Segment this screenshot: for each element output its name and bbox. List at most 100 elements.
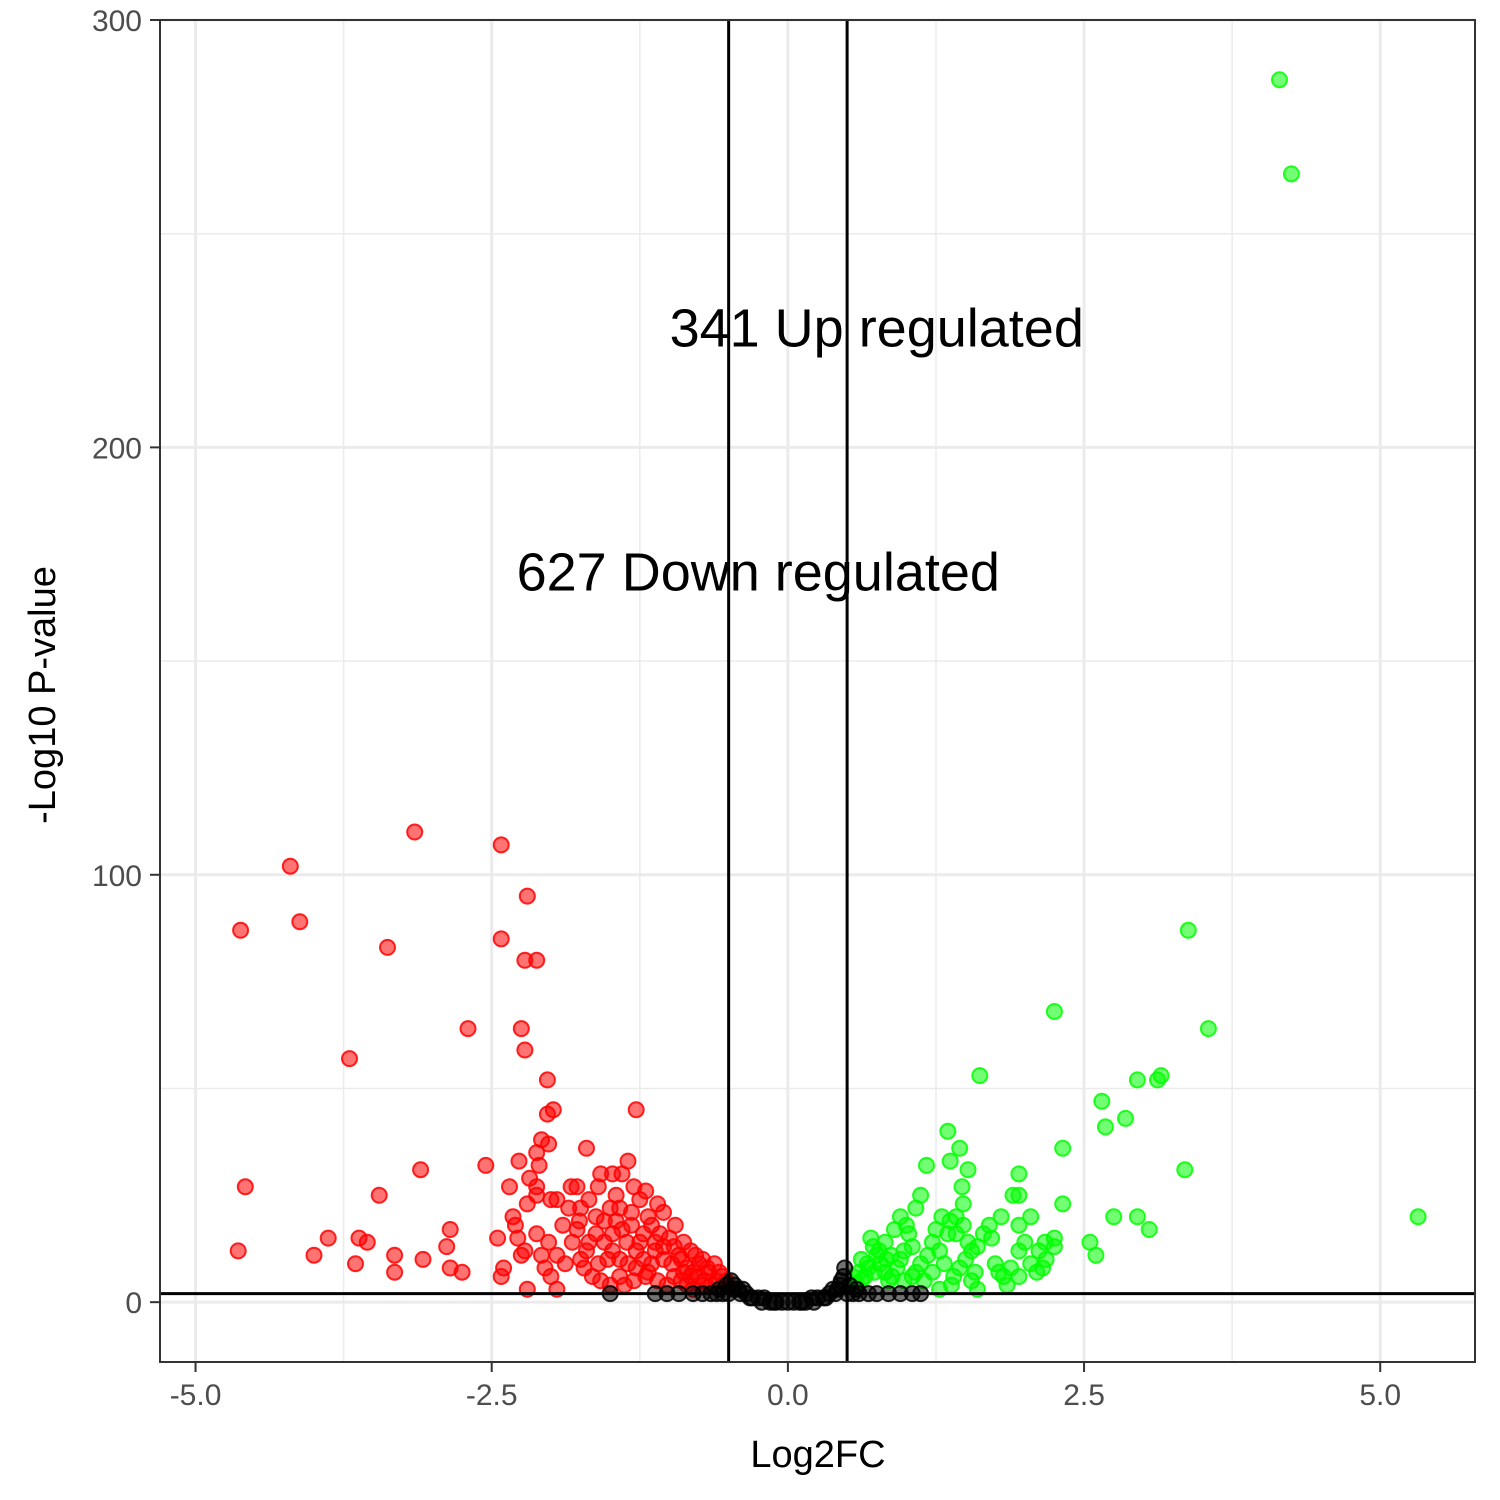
data-point-up: [1149, 1071, 1166, 1089]
threshold-lines: [160, 20, 1475, 1362]
x-tick-label: 5.0: [1359, 1379, 1401, 1412]
data-point-down: [386, 1246, 404, 1264]
data-point-down: [347, 1255, 364, 1273]
data-point-down: [528, 951, 546, 969]
data-point-up: [1282, 165, 1300, 183]
data-point-down: [548, 1191, 566, 1209]
y-tick-label: 0: [125, 1287, 142, 1320]
x-tick-label: 2.5: [1063, 1379, 1105, 1412]
data-points: [229, 71, 1427, 1311]
data-point-down: [236, 1178, 254, 1196]
data-point-down: [580, 1191, 598, 1209]
data-point-up: [1176, 1161, 1194, 1179]
data-point-down: [589, 1178, 607, 1196]
x-axis-title: Log2FC: [750, 1434, 885, 1476]
data-point-down: [619, 1152, 637, 1170]
y-tick-label: 200: [92, 432, 142, 465]
data-point-up: [1036, 1233, 1054, 1251]
data-point-down: [281, 857, 299, 875]
data-point-up: [953, 1178, 971, 1196]
data-point-down: [518, 887, 536, 905]
data-point-down: [570, 1212, 588, 1230]
data-point-up: [1179, 921, 1197, 939]
series-up: [841, 71, 1427, 1298]
data-point-up: [1010, 1165, 1028, 1183]
data-point-down: [665, 1238, 683, 1256]
data-point-up: [1004, 1186, 1022, 1204]
data-point-down: [623, 1203, 640, 1221]
data-point-down: [516, 1041, 534, 1059]
x-tick-label: -5.0: [170, 1379, 222, 1412]
data-point-up: [992, 1208, 1010, 1226]
x-tick-label: -2.5: [466, 1379, 518, 1412]
data-point-up: [1128, 1071, 1146, 1089]
data-point-up: [870, 1242, 888, 1260]
data-point-down: [682, 1268, 700, 1285]
data-point-up: [941, 1212, 959, 1230]
data-point-down: [589, 1255, 607, 1273]
y-tick-label: 300: [92, 5, 142, 38]
y-tick-label: 100: [92, 860, 142, 893]
data-point-down: [441, 1259, 459, 1277]
data-point-up: [986, 1255, 1004, 1273]
data-point-down: [350, 1229, 368, 1247]
data-point-down: [587, 1208, 605, 1226]
data-point-down: [406, 823, 424, 841]
data-point-up: [1087, 1246, 1105, 1264]
data-point-up: [939, 1122, 957, 1140]
data-point-up: [1105, 1208, 1123, 1226]
data-point-ns: [836, 1259, 854, 1277]
data-point-down: [604, 1225, 621, 1243]
data-point-down: [530, 1156, 548, 1174]
data-point-up: [1140, 1221, 1158, 1238]
data-point-ns: [765, 1293, 783, 1311]
data-point-up: [1093, 1092, 1111, 1110]
data-point-up: [897, 1216, 915, 1234]
plot-frame: [159, 19, 1476, 1363]
data-point-down: [379, 938, 396, 956]
data-point-down: [518, 1195, 536, 1213]
data-point-up: [951, 1139, 969, 1157]
data-point-up: [1409, 1208, 1427, 1226]
x-tick-label: 0.0: [767, 1379, 809, 1412]
data-point-down: [655, 1203, 672, 1221]
data-point-down: [544, 1101, 562, 1119]
data-point-up: [1022, 1255, 1040, 1273]
data-point-down: [414, 1250, 432, 1268]
data-point-up: [1054, 1195, 1072, 1213]
data-point-up: [907, 1199, 925, 1217]
data-point-up: [959, 1233, 977, 1251]
data-point-down: [489, 1229, 507, 1247]
data-point-down: [631, 1191, 649, 1209]
data-point-up: [1022, 1208, 1040, 1226]
data-point-down: [607, 1186, 625, 1204]
data-point-down: [512, 1246, 530, 1264]
data-point-down: [538, 1071, 556, 1089]
data-point-down: [341, 1050, 358, 1068]
data-point-up: [959, 1161, 977, 1179]
data-point-down: [459, 1020, 477, 1038]
data-point-down: [634, 1225, 652, 1243]
annotation-down-regulated: 627 Down regulated: [517, 542, 1000, 602]
data-point-up: [963, 1272, 980, 1290]
data-point-up: [1045, 1003, 1063, 1020]
data-point-down: [666, 1216, 684, 1234]
data-point-down: [639, 1263, 657, 1281]
data-point-down: [229, 1242, 247, 1260]
data-point-down: [556, 1255, 574, 1273]
data-point-down: [412, 1161, 430, 1179]
data-point-down: [578, 1139, 595, 1157]
data-point-down: [618, 1233, 636, 1251]
data-point-down: [501, 1178, 518, 1196]
data-point-down: [512, 1020, 530, 1038]
data-point-up: [1054, 1139, 1072, 1157]
series-down: [229, 823, 735, 1298]
data-point-down: [438, 1238, 456, 1256]
data-point-down: [291, 913, 309, 931]
data-point-down: [232, 921, 250, 939]
data-point-down: [386, 1263, 404, 1281]
data-point-down: [627, 1101, 645, 1119]
data-point-up: [941, 1152, 959, 1170]
data-point-up: [918, 1156, 935, 1174]
